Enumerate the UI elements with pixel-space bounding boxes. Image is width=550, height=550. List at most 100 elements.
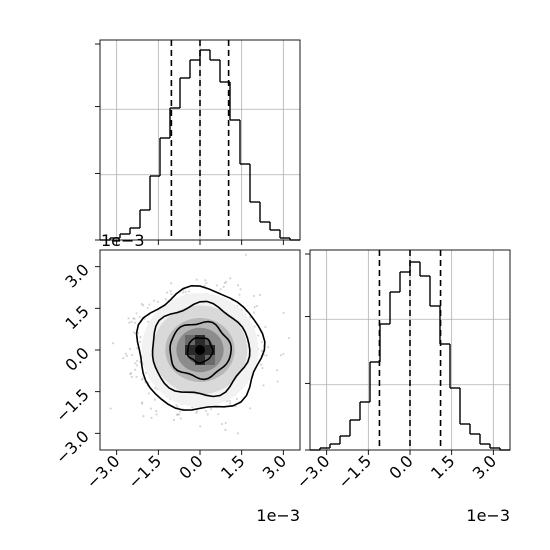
scatter-point [203,284,206,287]
scatter-point [222,285,225,288]
scatter-point [133,317,136,320]
scatter-point [205,409,208,413]
scatter-point [264,325,267,329]
scatter-point [195,410,199,413]
scatter-point [195,278,198,281]
scatter-point [261,366,264,370]
scatter-point [253,325,256,328]
scatter-point [127,317,130,320]
scatter-point [147,392,151,395]
scatter-point [136,347,139,350]
scatter-point [139,340,142,343]
scatter-point [132,317,135,320]
contour-core [186,336,214,365]
scatter-point [131,353,134,357]
scatter-point [170,282,173,285]
scatter-point [133,368,137,371]
scatter-point [217,413,220,416]
contour-inner [169,320,233,381]
scatter-point [260,363,263,366]
scatter-point [282,352,285,356]
scatter-point [229,277,232,280]
scatter-point [170,292,173,296]
scatter-point [142,415,145,418]
scatter-point [179,410,182,413]
scatter-point [205,282,208,285]
scatter-point [136,359,139,363]
scatter-point [224,428,227,431]
scatter-point [140,302,143,306]
scatter-point [149,407,153,410]
scatter-point [204,279,207,282]
scatter-point [135,364,139,367]
density-cell-6 [205,355,215,365]
scatter-point [146,306,149,310]
scatter-point [249,407,252,410]
scatter-point [223,281,226,285]
scatter-point [219,288,222,291]
scatter-point [215,284,219,287]
density-cell-4 [195,355,205,365]
scatter-point [252,294,255,298]
scatter-point [265,354,268,357]
scatter-point [142,304,145,307]
scatter-point [147,320,150,323]
density-cell-5 [185,335,195,345]
scatter-point [148,303,151,306]
joint-content [109,253,291,435]
scatter-point [206,413,209,416]
scatter-point [130,320,133,323]
scatter-point [184,290,187,294]
scatter-point [172,418,176,421]
scatter-point [276,380,279,383]
contour-mid [151,300,251,398]
scatter-point [140,402,144,405]
scatter-point [224,421,227,425]
scatter-point [260,340,264,344]
scatter-point [133,331,136,334]
scatter-point [135,375,138,378]
density-cell-3 [195,335,205,345]
density-cell-0 [185,345,195,355]
scatter-point [238,293,241,296]
scatter-point [267,346,270,349]
scatter-point [191,406,194,409]
scatter-point [179,417,182,420]
scatter-point [235,397,238,400]
scatter-point [150,416,153,419]
scatter-point [279,354,283,357]
scatter-point [157,300,160,303]
scatter-point [244,253,248,256]
scatter-point [133,321,137,324]
scatter-point [134,362,137,365]
scatter-point [248,316,252,319]
offset-label-joint-x: 1e−3 [256,506,300,525]
contour-outer [135,284,266,411]
scatter-point [154,386,157,390]
scatter-point [141,377,144,380]
scatter-point [153,398,156,401]
scatter-point [275,369,279,372]
scatter-point [125,354,129,358]
scatter-point [220,422,224,426]
offset-label-joint-y: 1e−3 [101,231,145,250]
scatter-point [135,312,138,315]
scatter-point [155,410,158,413]
scatter-point [141,401,144,404]
offset-label-right-x: 1e−3 [466,506,510,525]
scatter-point [195,411,198,414]
scatter-point [252,311,255,314]
scatter-point [136,332,140,335]
histogram-panel-param-1 [95,39,301,245]
scatter-point [176,413,179,416]
scatter-point [224,280,228,284]
scatter-point [152,299,156,302]
scatter-point [109,407,112,410]
scatter-point [166,291,169,294]
scatter-point [287,336,291,340]
scatter-point [177,413,181,416]
scatter-point [260,350,263,353]
scatter-point [124,352,127,355]
